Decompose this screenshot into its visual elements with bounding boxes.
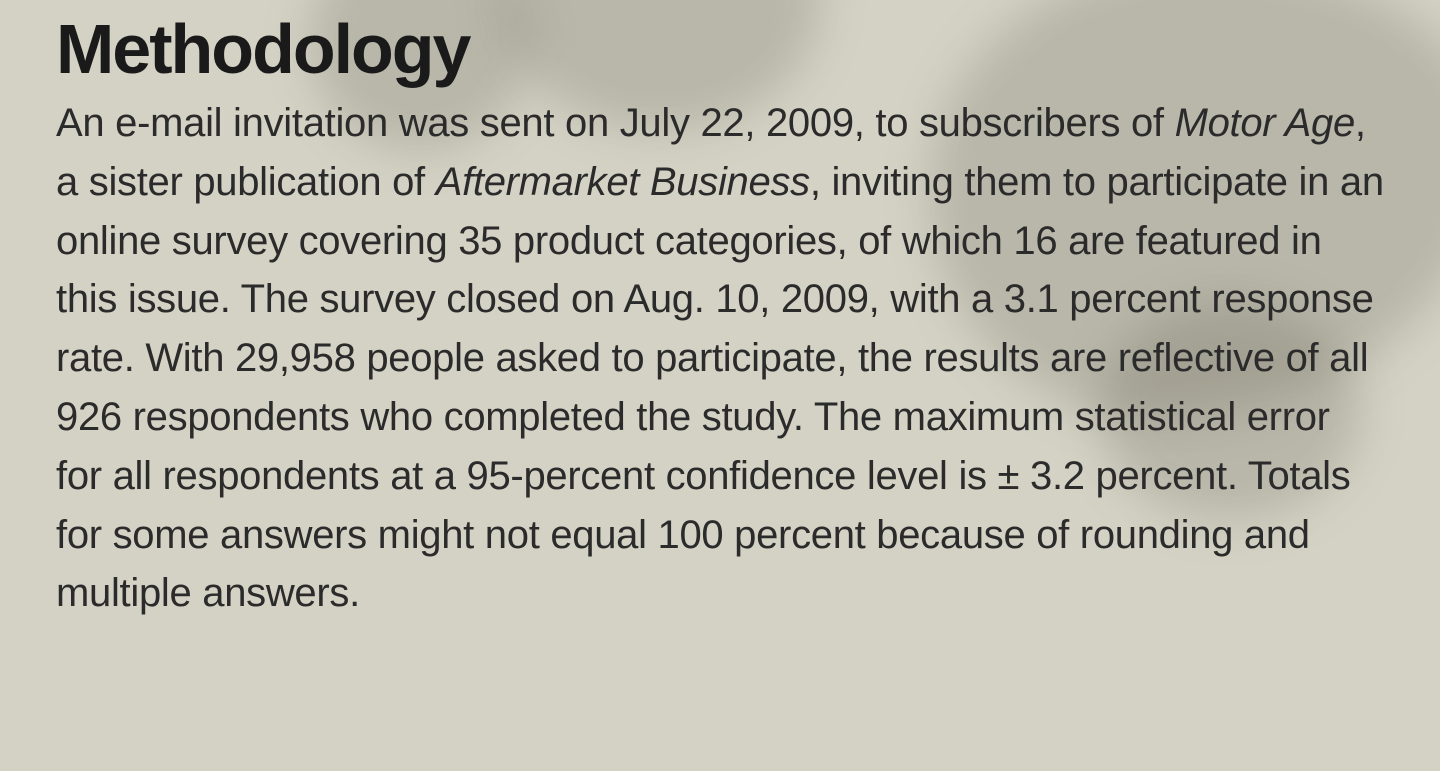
body-text-segment: An e-mail invitation was sent on July 22… (56, 101, 1175, 145)
methodology-block: Methodology An e-mail invitation was sen… (56, 14, 1386, 623)
publication-name-italic: Aftermarket Business (436, 160, 810, 204)
publication-name-italic: Motor Age (1175, 101, 1355, 145)
section-heading: Methodology (56, 14, 1386, 84)
body-text-segment: , inviting them to participate in an onl… (56, 160, 1384, 616)
methodology-paragraph: An e-mail invitation was sent on July 22… (56, 94, 1386, 623)
